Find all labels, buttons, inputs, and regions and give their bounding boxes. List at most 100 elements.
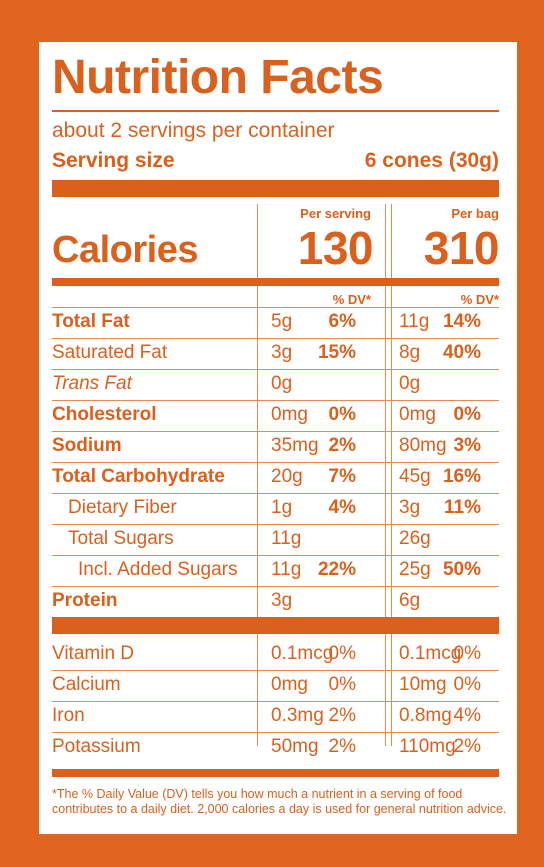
nutrient-name: Dietary Fiber — [68, 497, 177, 518]
amount-per-serving: 11g — [271, 559, 302, 580]
row-divider — [52, 524, 499, 525]
nutrient-name: Calcium — [52, 674, 121, 695]
row-divider — [52, 431, 499, 432]
nutrient-row: Sodium 35mg 2% 80mg 3% — [52, 431, 499, 462]
label-title: Nutrition Facts — [52, 51, 384, 104]
dv-per-bag: 4% — [453, 705, 481, 726]
nutrient-name: Trans Fat — [52, 373, 132, 394]
row-divider — [52, 369, 499, 370]
calories-per-bag: 310 — [423, 222, 500, 274]
amount-per-serving: 0g — [271, 373, 293, 394]
amount-per-bag: 45g — [399, 466, 431, 487]
amount-per-bag: 0.1mcg — [399, 643, 462, 664]
amount-per-bag: 10mg — [399, 674, 447, 695]
amount-per-serving: 1g — [271, 497, 293, 518]
amount-per-serving: 20g — [271, 466, 303, 487]
nutrient-row: Dietary Fiber 1g 4% 3g 11% — [52, 493, 499, 524]
amount-per-serving: 0.3mg — [271, 705, 324, 726]
nutrient-name: Iron — [52, 705, 85, 726]
dv-header-bag: % DV* — [460, 292, 499, 307]
amount-per-bag: 25g — [399, 559, 431, 580]
nutrient-row: Cholesterol 0mg 0% 0mg 0% — [52, 400, 499, 431]
row-divider — [52, 555, 499, 556]
dv-per-serving: 2% — [328, 705, 356, 726]
amount-per-bag: 6g — [399, 590, 421, 611]
nutrient-name: Total Fat — [52, 311, 130, 332]
dv-per-bag: 40% — [442, 342, 481, 363]
row-divider — [52, 701, 499, 702]
dv-per-bag: 11% — [444, 497, 481, 518]
nutrient-row: Potassium 50mg 2% 110mg 2% — [52, 732, 499, 763]
dv-per-bag: 50% — [442, 559, 481, 580]
amount-per-serving: 3g — [271, 590, 293, 611]
dv-per-serving: 0% — [328, 674, 356, 695]
nutrient-name: Protein — [52, 590, 118, 611]
title-rule — [52, 110, 499, 112]
amount-per-bag: 80mg — [399, 435, 447, 456]
nutrient-name: Saturated Fat — [52, 342, 168, 363]
row-divider — [52, 586, 499, 587]
dv-per-serving: 2% — [328, 435, 356, 456]
row-divider — [52, 732, 499, 733]
thick-rule-vitamins — [52, 617, 499, 634]
nutrient-row: Total Carbohydrate 20g 7% 45g 16% — [52, 462, 499, 493]
dv-per-serving: 6% — [328, 311, 356, 332]
nutrient-row: Calcium 0mg 0% 10mg 0% — [52, 670, 499, 701]
per-bag-header: Per bag — [451, 206, 499, 221]
row-divider — [52, 462, 499, 463]
dv-per-bag: 3% — [453, 435, 481, 456]
amount-per-bag: 110mg — [399, 736, 456, 757]
row-divider — [52, 670, 499, 671]
amount-per-bag: 3g — [399, 497, 421, 518]
amount-per-serving: 0.1mcg — [271, 643, 334, 664]
serving-size-value: 6 cones (30g) — [364, 149, 499, 172]
servings-per-container: about 2 servings per container — [52, 119, 335, 142]
nutrient-row: Vitamin D 0.1mcg 0% 0.1mcg 0% — [52, 639, 499, 670]
amount-per-serving: 3g — [271, 342, 293, 363]
nutrient-name: Sodium — [52, 435, 122, 456]
dv-per-bag: 16% — [442, 466, 481, 487]
column-divider-bag — [385, 204, 386, 746]
amount-per-serving: 11g — [271, 528, 302, 549]
row-divider — [52, 307, 499, 308]
nutrient-row: Protein 3g 6g — [52, 586, 499, 617]
dv-per-serving: 4% — [328, 497, 356, 518]
calories-per-serving: 130 — [297, 222, 374, 274]
dv-per-serving: 2% — [328, 736, 356, 757]
calories-label: Calories — [52, 229, 198, 271]
dv-per-serving: 22% — [317, 559, 356, 580]
nutrient-row: Iron 0.3mg 2% 0.8mg 4% — [52, 701, 499, 732]
thick-rule-bottom — [52, 769, 499, 777]
calories-rule — [52, 278, 499, 286]
nutrient-name: Total Sugars — [68, 528, 174, 549]
dv-per-serving: 7% — [328, 466, 356, 487]
amount-per-bag: 8g — [399, 342, 421, 363]
dv-per-bag: 2% — [453, 736, 481, 757]
amount-per-serving: 50mg — [271, 736, 319, 757]
nutrient-name: Incl. Added Sugars — [78, 559, 238, 580]
column-divider-bag-inner — [391, 204, 392, 746]
dv-per-bag: 0% — [453, 674, 481, 695]
amount-per-bag: 0.8mg — [399, 705, 452, 726]
dv-per-serving: 0% — [328, 404, 356, 425]
row-divider — [52, 400, 499, 401]
dv-header-serving: % DV* — [332, 292, 371, 307]
amount-per-bag: 11g — [399, 311, 430, 332]
nutrient-row: Total Fat 5g 6% 11g 14% — [52, 307, 499, 338]
amount-per-serving: 35mg — [271, 435, 319, 456]
dv-per-bag: 0% — [453, 404, 481, 425]
amount-per-serving: 5g — [271, 311, 293, 332]
dv-per-bag: 0% — [453, 643, 481, 664]
nutrition-facts-panel: Nutrition Facts about 2 servings per con… — [39, 42, 517, 834]
row-divider — [52, 493, 499, 494]
thick-rule-top — [52, 180, 499, 197]
amount-per-serving: 0mg — [271, 404, 308, 425]
nutrient-name: Vitamin D — [52, 643, 135, 664]
nutrient-name: Cholesterol — [52, 404, 157, 425]
dv-per-serving: 0% — [328, 643, 356, 664]
nutrient-row: Total Sugars 11g 26g — [52, 524, 499, 555]
nutrient-row: Trans Fat 0g 0g — [52, 369, 499, 400]
nutrient-name: Total Carbohydrate — [52, 466, 225, 487]
nutrient-name: Potassium — [52, 736, 141, 757]
amount-per-serving: 0mg — [271, 674, 308, 695]
